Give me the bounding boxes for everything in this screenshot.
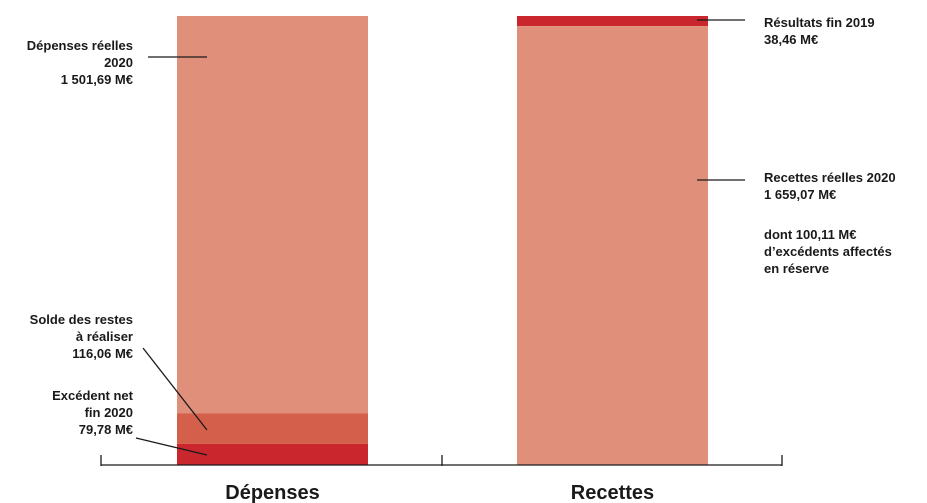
label-excedent-net-line: Excédent net xyxy=(52,388,134,403)
label-solde-restes-line: 116,06 M€ xyxy=(72,346,133,361)
label-excedent-net: Excédent net fin 2020 79,78 M€ xyxy=(52,388,134,437)
annotation-excedents-reserve-line: en réserve xyxy=(764,261,829,276)
bar-segment-recettes_reelles xyxy=(517,26,708,465)
leader-excedent-net xyxy=(135,437,208,456)
axis xyxy=(100,455,783,466)
leader-lines xyxy=(135,19,745,456)
label-resultats-2019: Résultats fin 2019 38,46 M€ xyxy=(764,15,875,47)
label-solde-restes-line: à réaliser xyxy=(76,329,133,344)
category-label-1: Recettes xyxy=(571,482,654,503)
label-solde-restes-line: Solde des restes xyxy=(30,312,133,327)
label-depenses-reelles: Dépenses réelles 2020 1 501,69 M€ xyxy=(27,38,133,87)
label-recettes-reelles: Recettes réelles 2020 1 659,07 M€ xyxy=(764,170,896,202)
bar-segment-excedent_net xyxy=(177,443,368,465)
bar-segment-resultats_2019 xyxy=(517,16,708,27)
label-resultats-2019-line: 38,46 M€ xyxy=(764,32,818,47)
bars xyxy=(177,16,708,465)
label-excedent-net-line: fin 2020 xyxy=(85,405,133,420)
bar-segment-solde_restes xyxy=(177,413,368,444)
leader-solde-restes xyxy=(142,347,208,431)
label-recettes-reelles-line: Recettes réelles 2020 xyxy=(764,170,896,185)
label-solde-restes: Solde des restes à réaliser 116,06 M€ xyxy=(30,312,133,361)
label-resultats-2019-line: Résultats fin 2019 xyxy=(764,15,875,30)
annotation-excedents-reserve: dont 100,11 M€ d’excédents affectés en rés… xyxy=(764,227,892,276)
label-depenses-reelles-line: Dépenses réelles xyxy=(27,38,133,53)
labels: Dépenses Recettes Dépenses réelles 2020 1 50… xyxy=(27,15,896,503)
label-excedent-net-line: 79,78 M€ xyxy=(79,422,133,437)
annotation-excedents-reserve-line: dont 100,11 M€ xyxy=(764,227,856,242)
annotation-excedents-reserve-line: d’excédents affectés xyxy=(764,244,892,259)
bar-segment-depenses_reelles xyxy=(177,16,368,414)
category-label-0: Dépenses xyxy=(225,482,320,503)
label-depenses-reelles-line: 2020 xyxy=(104,55,133,70)
label-depenses-reelles-line: 1 501,69 M€ xyxy=(61,72,133,87)
label-recettes-reelles-line: 1 659,07 M€ xyxy=(764,187,836,202)
